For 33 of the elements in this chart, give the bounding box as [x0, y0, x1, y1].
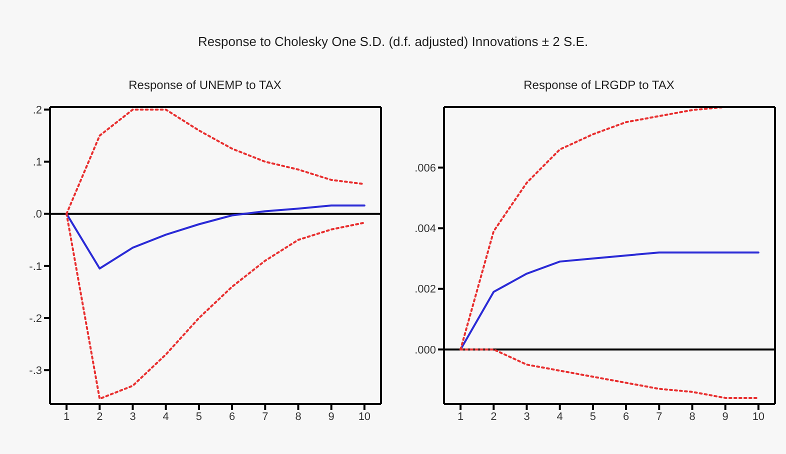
x-tick-label: 10 [358, 410, 371, 423]
y-tick-label: .004 [414, 223, 436, 236]
chart-title: Response of UNEMP to TAX [128, 78, 282, 94]
x-tick-label: 2 [490, 410, 497, 423]
x-tick-label: 10 [752, 410, 765, 423]
x-tick-label: 8 [689, 410, 696, 423]
x-tick-label: 1 [457, 410, 464, 423]
x-tick-label: 3 [524, 410, 530, 423]
text: Response to Cholesky One S.D. (d.f. adjusted) Innovations ± 2 S.E. [196, 34, 590, 49]
x-tick-label: 7 [262, 410, 268, 423]
x-tick-label: 4 [556, 410, 563, 423]
x-tick-label: 6 [622, 410, 630, 423]
x-tick-label: 5 [590, 410, 596, 423]
x-tick-label: 9 [722, 410, 728, 423]
x-tick-label: 7 [656, 410, 662, 423]
x-tick-label: 3 [130, 410, 136, 423]
y-tick-label: .2 [32, 104, 42, 117]
y-tick-label: -.1 [29, 260, 42, 273]
y-tick-label: .006 [414, 162, 436, 175]
x-tick-label: 1 [63, 410, 70, 423]
x-tick-label: 5 [196, 410, 202, 423]
x-tick-label: 9 [328, 410, 334, 423]
x-tick-label: 2 [96, 410, 103, 423]
y-tick-label: .1 [32, 156, 42, 169]
x-tick-label: 8 [295, 410, 302, 423]
y-tick-label: .002 [414, 284, 436, 296]
y-tick-label: .0 [32, 208, 42, 221]
x-tick-label: 4 [162, 410, 169, 423]
chart-title: Response of LRGDP to TAX [522, 78, 676, 94]
y-tick-label: -.3 [29, 365, 42, 378]
y-tick-label: .000 [414, 344, 436, 356]
y-tick-label: -.2 [29, 312, 42, 325]
x-tick-label: 6 [228, 410, 236, 423]
